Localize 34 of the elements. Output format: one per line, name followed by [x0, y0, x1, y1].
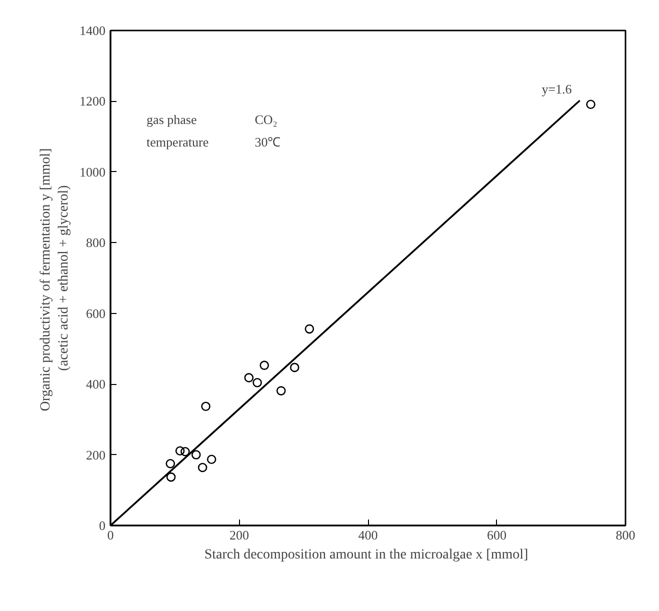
annotation: CO₂	[254, 112, 278, 128]
point	[175, 446, 185, 456]
point	[166, 458, 176, 468]
x-axis-title: Starch decomposition amount in the microalgae x [mmol]	[204, 548, 528, 562]
y-tick-label: 1400	[80, 23, 106, 38]
point	[201, 402, 210, 411]
y-tick-label: 1200	[80, 94, 106, 109]
y-tick-label: 800	[86, 235, 106, 250]
point	[290, 362, 300, 372]
y-tick-label: 1000	[80, 164, 106, 180]
y-tick-label: 600	[86, 306, 106, 321]
y-tick-label: 0	[99, 518, 106, 533]
x-tick-label: 600	[487, 528, 506, 542]
point	[206, 454, 216, 464]
point	[198, 462, 208, 472]
point	[304, 324, 314, 334]
y-tick-label: 400	[86, 376, 106, 392]
point	[244, 373, 254, 382]
annotation: y=1.6	[542, 82, 572, 97]
x-tick-label: 400	[358, 528, 378, 542]
point	[586, 100, 596, 110]
y-tick-label: 200	[86, 447, 106, 462]
annotation: 30℃	[254, 134, 281, 150]
point	[166, 472, 176, 482]
point	[260, 360, 270, 370]
point	[276, 386, 286, 396]
y-axis-title: Organic productivity of fermentation y [mmol] (acetic acid + ethanol + glycerol)	[38, 148, 72, 412]
annotation: temperature	[146, 134, 209, 150]
point	[252, 378, 262, 388]
point	[191, 450, 201, 460]
annotation: gas phase	[146, 112, 197, 128]
point	[180, 446, 190, 456]
x-tick-label: 800	[616, 528, 636, 542]
x-tick-label: 200	[230, 528, 249, 542]
